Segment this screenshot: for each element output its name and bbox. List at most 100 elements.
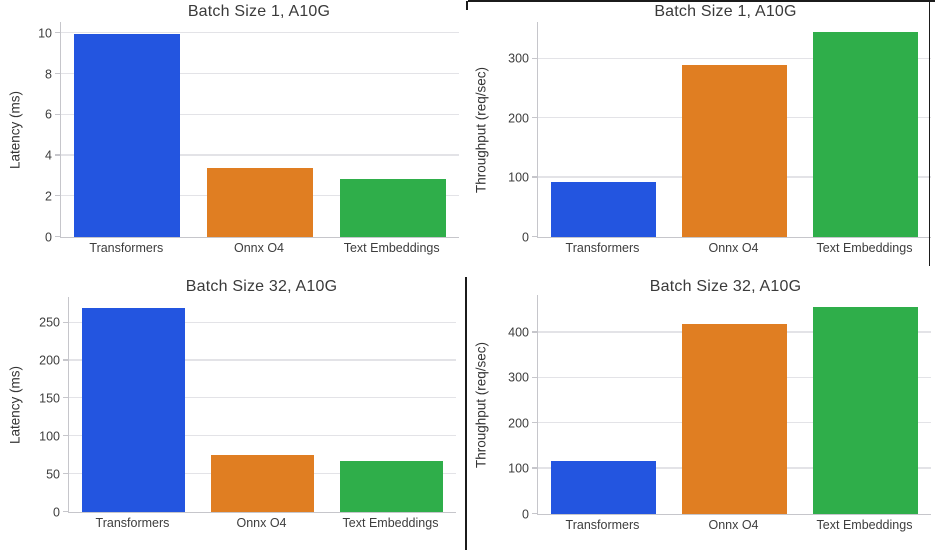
gridline-300 (538, 57, 931, 59)
chart-title: Batch Size 1, A10G (654, 3, 797, 20)
divider-middle-border (465, 277, 468, 550)
divider-top-border (468, 0, 935, 2)
x-axis-labels: Transformers Onnx O4 Text Embeddings (537, 518, 930, 536)
bar-text-embeddings (339, 178, 446, 237)
y-tick-label: 8 (45, 66, 52, 81)
y-tick-label: 0 (522, 506, 529, 521)
y-tick-mark (62, 510, 68, 512)
y-tick-label: 200 (508, 110, 529, 125)
gridline-100 (69, 435, 456, 437)
x-tick-label: Transformers (89, 241, 164, 255)
x-axis-labels: Transformers Onnx O4 Text Embeddings (60, 241, 458, 259)
x-tick-label: Onnx O4 (236, 516, 287, 530)
y-tick-mark (531, 57, 537, 59)
y-tick-mark (54, 195, 60, 197)
y-axis-label-text: Latency (ms) (7, 90, 23, 169)
gridline-200 (69, 359, 456, 361)
x-tick-label: Text Embeddings (816, 518, 913, 532)
bar-onnx-o4 (682, 64, 787, 237)
y-tick-mark (62, 472, 68, 475)
divider-corner-stub (466, 1, 468, 10)
y-tick-mark (54, 32, 60, 34)
y-tick-mark (531, 422, 537, 424)
chart-batch32-throughput: Batch Size 32, A10G Throughput (req/sec)… (466, 275, 935, 550)
y-tick-label: 150 (39, 391, 60, 406)
bar-onnx-o4 (210, 455, 315, 512)
y-tick-mark (62, 435, 68, 437)
y-tick-label: 0 (45, 229, 52, 244)
bar-transformers (81, 307, 186, 512)
y-axis-label-text: Latency (ms) (7, 365, 23, 444)
chart-batch1-latency: Batch Size 1, A10G Latency (ms) 0 2 4 6 8 10 … (0, 0, 466, 275)
y-axis-label: Latency (ms) (2, 297, 28, 512)
y-tick-label: 200 (508, 416, 529, 431)
y-tick-label: 10 (38, 26, 52, 41)
x-tick-label: Onnx O4 (233, 241, 285, 255)
y-tick-mark (54, 235, 60, 237)
chart-title: Batch Size 32, A10G (185, 278, 338, 295)
gridline-250 (69, 321, 456, 323)
bar-transformers (551, 182, 656, 237)
plot-area: 0 100 200 300 (508, 22, 931, 243)
y-axis-label: Throughput (req/sec) (468, 295, 494, 514)
y-tick-mark (531, 512, 537, 514)
y-tick-mark (531, 235, 537, 237)
x-tick-label: Text Embeddings (343, 241, 440, 255)
x-axis-labels: Transformers Onnx O4 Text Embeddings (68, 516, 455, 534)
x-tick-label: Transformers (565, 241, 640, 255)
y-tick-label: 300 (508, 51, 529, 66)
x-tick-label: Transformers (565, 518, 640, 532)
y-tick-mark (531, 376, 537, 378)
y-axis-label: Throughput (req/sec) (468, 22, 494, 237)
x-tick-label: Transformers (95, 516, 170, 530)
bar-onnx-o4 (682, 323, 787, 514)
y-tick-label: 4 (45, 148, 52, 163)
bar-text-embeddings (813, 32, 918, 237)
chart-batch1-throughput: Batch Size 1, A10G Throughput (req/sec) … (466, 0, 935, 275)
gridline-10 (61, 32, 459, 34)
y-tick-label: 100 (508, 461, 529, 476)
x-tick-label: Onnx O4 (708, 241, 759, 255)
plot-area: 0 50 100 150 200 250 (39, 297, 456, 518)
y-tick-mark (54, 72, 60, 75)
x-tick-label: Text Embeddings (342, 516, 439, 530)
y-tick-mark (62, 321, 68, 323)
y-tick-label: 300 (508, 370, 529, 385)
plot-area: 0 100 200 300 400 (508, 295, 931, 520)
y-axis-label: Latency (ms) (2, 22, 28, 237)
divider-right-border (928, 0, 931, 266)
y-tick-mark (531, 117, 537, 119)
y-axis-label-text: Throughput (req/sec) (473, 341, 489, 468)
bar-transformers (74, 34, 181, 237)
y-tick-mark (531, 176, 537, 178)
y-tick-label: 250 (39, 315, 60, 330)
y-tick-mark (531, 331, 537, 333)
chart-title: Batch Size 1, A10G (187, 3, 331, 20)
y-tick-label: 100 (39, 429, 60, 444)
x-tick-label: Text Embeddings (816, 241, 913, 255)
y-tick-mark (54, 113, 60, 115)
x-tick-label: Onnx O4 (708, 518, 759, 532)
gridline-6 (61, 113, 459, 115)
y-tick-label: 200 (39, 353, 60, 368)
gridline-8 (61, 72, 459, 75)
y-tick-label: 50 (46, 466, 60, 481)
y-tick-label: 6 (45, 107, 52, 122)
bar-transformers (551, 460, 656, 514)
gridline-150 (69, 397, 456, 399)
y-tick-mark (62, 397, 68, 399)
plot-area: 0 2 4 6 8 10 (38, 22, 459, 243)
y-tick-label: 0 (53, 504, 60, 519)
y-tick-label: 0 (522, 229, 529, 244)
bar-onnx-o4 (206, 167, 314, 237)
bar-text-embeddings (813, 307, 918, 514)
y-tick-label: 400 (508, 325, 529, 340)
chart-title: Batch Size 32, A10G (649, 278, 802, 295)
y-tick-mark (54, 154, 60, 156)
y-tick-label: 2 (45, 189, 52, 204)
y-tick-mark (531, 467, 537, 469)
chart-batch32-latency: Batch Size 32, A10G Latency (ms) 0 50 100 1… (0, 275, 466, 550)
y-axis-label-text: Throughput (req/sec) (473, 66, 489, 193)
x-axis-labels: Transformers Onnx O4 Text Embeddings (537, 241, 930, 259)
